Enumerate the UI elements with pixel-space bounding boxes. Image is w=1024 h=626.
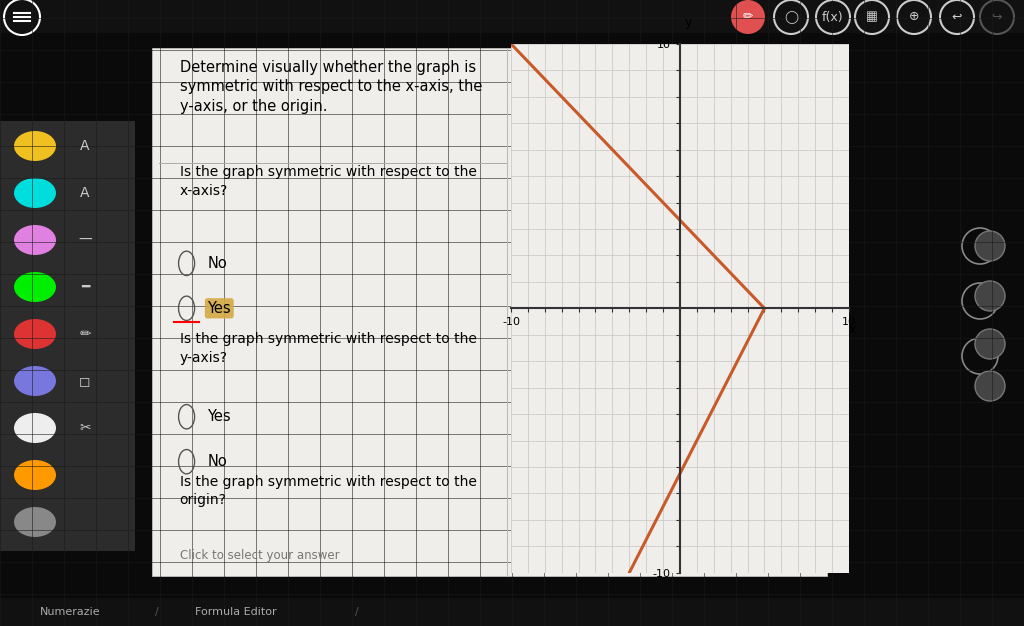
Text: x: x [849, 323, 856, 336]
Circle shape [812, 238, 848, 274]
Text: /: / [355, 607, 358, 617]
Text: ✏: ✏ [742, 11, 754, 24]
Ellipse shape [14, 413, 56, 443]
Circle shape [975, 329, 1005, 359]
Ellipse shape [14, 272, 56, 302]
Bar [0, 0, 1024, 33]
Text: y: y [685, 16, 692, 29]
Ellipse shape [14, 319, 56, 349]
Circle shape [975, 371, 1005, 401]
Text: ━: ━ [81, 280, 89, 294]
Text: No: No [208, 454, 227, 470]
Circle shape [731, 0, 765, 34]
Ellipse shape [14, 460, 56, 490]
Circle shape [975, 281, 1005, 311]
Text: Yes: Yes [208, 409, 231, 424]
Text: /: / [155, 607, 159, 617]
Text: ⊕: ⊕ [823, 128, 837, 143]
Text: —: — [78, 233, 92, 247]
Text: Yes: Yes [208, 301, 231, 316]
Text: ⊖: ⊖ [823, 188, 837, 203]
Ellipse shape [14, 131, 56, 161]
Text: ▦: ▦ [866, 11, 878, 24]
Circle shape [812, 178, 848, 214]
Text: ✏: ✏ [79, 327, 91, 341]
Circle shape [975, 231, 1005, 261]
Text: ⚙: ⚙ [794, 61, 816, 85]
Text: ◻: ◻ [79, 374, 91, 388]
Text: A: A [80, 186, 90, 200]
Text: Determine visually whether the graph is
symmetric with respect to the x-axis, th: Determine visually whether the graph is … [179, 59, 482, 115]
Bar [152, 48, 827, 576]
Text: ?: ? [800, 536, 810, 555]
Ellipse shape [14, 507, 56, 537]
Text: ↗: ↗ [823, 249, 837, 264]
Text: ✂: ✂ [79, 421, 91, 435]
Circle shape [812, 118, 848, 154]
Text: Is the graph symmetric with respect to the
x-axis?: Is the graph symmetric with respect to t… [179, 165, 476, 198]
Text: Numerazie: Numerazie [40, 607, 100, 617]
Text: No: No [208, 256, 227, 271]
Ellipse shape [14, 225, 56, 255]
Text: A: A [80, 139, 90, 153]
Text: ↪: ↪ [992, 11, 1002, 24]
Text: Formula Editor: Formula Editor [195, 607, 276, 617]
Text: ↩: ↩ [951, 11, 963, 24]
Ellipse shape [14, 366, 56, 396]
Bar [0, 121, 135, 551]
Text: ⊕: ⊕ [908, 11, 920, 24]
Text: ◯: ◯ [784, 11, 798, 24]
Text: Is the graph symmetric with respect to the
y-axis?: Is the graph symmetric with respect to t… [179, 332, 476, 364]
Ellipse shape [14, 178, 56, 208]
Text: Click to select your answer: Click to select your answer [179, 549, 339, 562]
Text: f(x): f(x) [822, 11, 844, 24]
Text: Is the graph symmetric with respect to the
origin?: Is the graph symmetric with respect to t… [179, 475, 476, 507]
Bar [0, 598, 1024, 626]
